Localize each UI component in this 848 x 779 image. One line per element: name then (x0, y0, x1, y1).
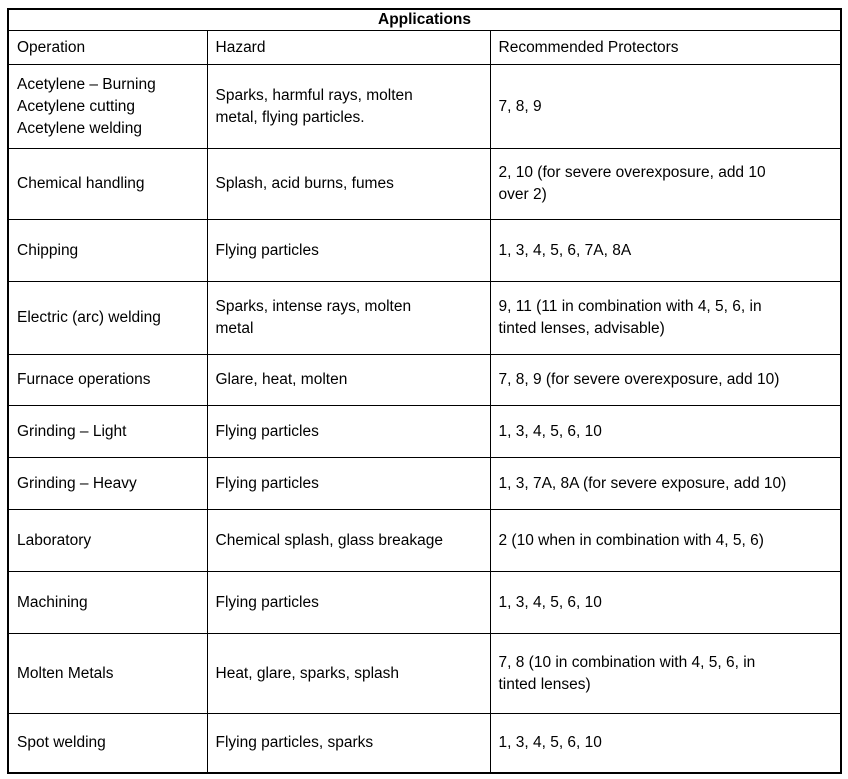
protectors-cell: 1, 3, 4, 5, 6, 10 (489, 405, 842, 458)
table-row: Chipping Flying particles 1, 3, 4, 5, 6,… (7, 219, 842, 282)
table-row: Grinding – Heavy Flying particles 1, 3, … (7, 457, 842, 510)
hazard-cell: Sparks, harmful rays, molten metal, flyi… (206, 64, 491, 149)
operation-cell: Molten Metals (7, 633, 208, 714)
table-row: Chemical handling Splash, acid burns, fu… (7, 148, 842, 220)
operation-cell: Electric (arc) welding (7, 281, 208, 355)
operation-cell: Acetylene – Burning Acetylene cutting Ac… (7, 64, 208, 149)
hazard-cell: Sparks, intense rays, molten metal (206, 281, 491, 355)
protectors-cell: 1, 3, 7A, 8A (for severe exposure, add 1… (489, 457, 842, 510)
col-header-hazard: Hazard (206, 30, 491, 65)
column-header-row: Operation Hazard Recommended Protectors (7, 30, 842, 65)
operation-cell: Chipping (7, 219, 208, 282)
hazard-cell: Chemical splash, glass breakage (206, 509, 491, 572)
operation-cell: Machining (7, 571, 208, 634)
applications-table: Applications Operation Hazard Recommende… (7, 8, 843, 774)
table-row: Molten Metals Heat, glare, sparks, splas… (7, 633, 842, 714)
hazard-cell: Flying particles, sparks (206, 713, 491, 773)
table-row: Acetylene – Burning Acetylene cutting Ac… (7, 64, 842, 149)
hazard-cell: Flying particles (206, 571, 491, 634)
operation-cell: Furnace operations (7, 354, 208, 406)
hazard-cell: Flying particles (206, 405, 491, 458)
col-header-recommended-protectors: Recommended Protectors (489, 30, 842, 65)
hazard-cell: Glare, heat, molten (206, 354, 491, 406)
table-row: Grinding – Light Flying particles 1, 3, … (7, 405, 842, 458)
hazard-cell: Flying particles (206, 457, 491, 510)
table-row: Machining Flying particles 1, 3, 4, 5, 6… (7, 571, 842, 634)
operation-cell: Grinding – Light (7, 405, 208, 458)
protectors-cell: 1, 3, 4, 5, 6, 10 (489, 571, 842, 634)
table-title-row: Applications (7, 8, 842, 31)
table-row: Laboratory Chemical splash, glass breaka… (7, 509, 842, 572)
table-row: Furnace operations Glare, heat, molten 7… (7, 354, 842, 406)
table-title: Applications (7, 8, 842, 31)
table-row: Spot welding Flying particles, sparks 1,… (7, 713, 842, 773)
protectors-cell: 7, 8, 9 (489, 64, 842, 149)
hazard-cell: Splash, acid burns, fumes (206, 148, 491, 220)
protectors-cell: 7, 8 (10 in combination with 4, 5, 6, in… (489, 633, 842, 714)
hazard-cell: Flying particles (206, 219, 491, 282)
protectors-cell: 1, 3, 4, 5, 6, 10 (489, 713, 842, 773)
operation-cell: Grinding – Heavy (7, 457, 208, 510)
table-row: Electric (arc) welding Sparks, intense r… (7, 281, 842, 355)
operation-cell: Laboratory (7, 509, 208, 572)
hazard-cell: Heat, glare, sparks, splash (206, 633, 491, 714)
protectors-cell: 2 (10 when in combination with 4, 5, 6) (489, 509, 842, 572)
protectors-cell: 1, 3, 4, 5, 6, 7A, 8A (489, 219, 842, 282)
col-header-operation: Operation (7, 30, 208, 65)
protectors-cell: 9, 11 (11 in combination with 4, 5, 6, i… (489, 281, 842, 355)
operation-cell: Spot welding (7, 713, 208, 773)
protectors-cell: 7, 8, 9 (for severe overexposure, add 10… (489, 354, 842, 406)
protectors-cell: 2, 10 (for severe overexposure, add 10 o… (489, 148, 842, 220)
operation-cell: Chemical handling (7, 148, 208, 220)
